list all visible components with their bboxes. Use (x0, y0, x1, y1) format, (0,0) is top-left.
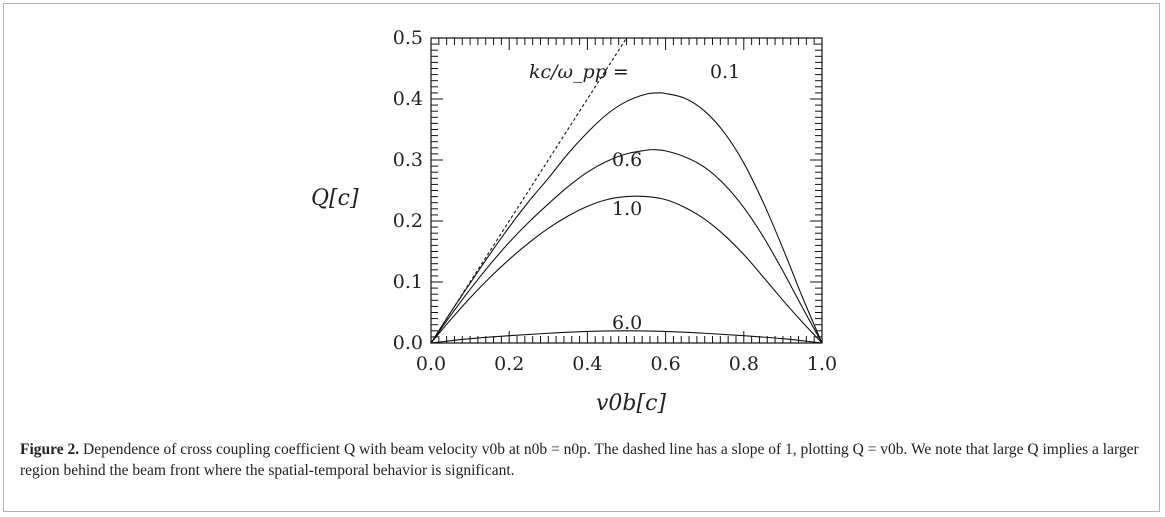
plot-frame (430, 37, 823, 344)
x-tick-label: 0.4 (572, 353, 602, 375)
legend-prefix: kc/ω_pp = (529, 61, 629, 83)
x-tick-label: 0.2 (494, 353, 524, 375)
series-line-1.0 (430, 195, 823, 344)
y-tick-label: 0.3 (393, 149, 423, 171)
curves (430, 37, 823, 344)
caption-label: Figure 2. (20, 441, 80, 458)
line-chart: 0.0 0.2 0.4 0.6 0.8 1.0 0.0 0.1 0.2 0.3 0.4 0.5 Q[c… (311, 27, 837, 416)
y-tick-label: 0.0 (393, 332, 423, 354)
curve-label-6.0: 6.0 (612, 312, 642, 334)
tick-labels: 0.0 0.2 0.4 0.6 0.8 1.0 0.0 0.1 0.2 0.3 0.4 0.5 (393, 27, 837, 375)
figure-frame (3, 3, 1160, 512)
x-tick-label: 0.6 (650, 353, 680, 375)
y-tick-label: 0.5 (393, 27, 423, 49)
caption-text: Dependence of cross coupling coefficient… (20, 441, 1139, 479)
x-axis-title: v0b[c] (596, 391, 666, 416)
figure-caption: Figure 2. Dependence of cross coupling c… (20, 439, 1140, 481)
y-axis-title: Q[c] (311, 186, 359, 211)
curve-label-0.1: 0.1 (710, 61, 740, 83)
x-tick-label: 0.8 (729, 353, 759, 375)
curve-label-0.6: 0.6 (612, 149, 642, 171)
curve-label-1.0: 1.0 (612, 198, 642, 220)
y-tick-label: 0.4 (393, 88, 423, 110)
x-tick-label: 1.0 (807, 353, 837, 375)
y-tick-label: 0.1 (393, 271, 423, 293)
tick-marks (430, 37, 823, 344)
series-line-6.0 (430, 330, 823, 344)
y-tick-label: 0.2 (393, 210, 423, 232)
series-line-0.1 (430, 92, 823, 344)
series-line-0.6 (430, 149, 823, 344)
x-tick-label: 0.0 (416, 353, 446, 375)
